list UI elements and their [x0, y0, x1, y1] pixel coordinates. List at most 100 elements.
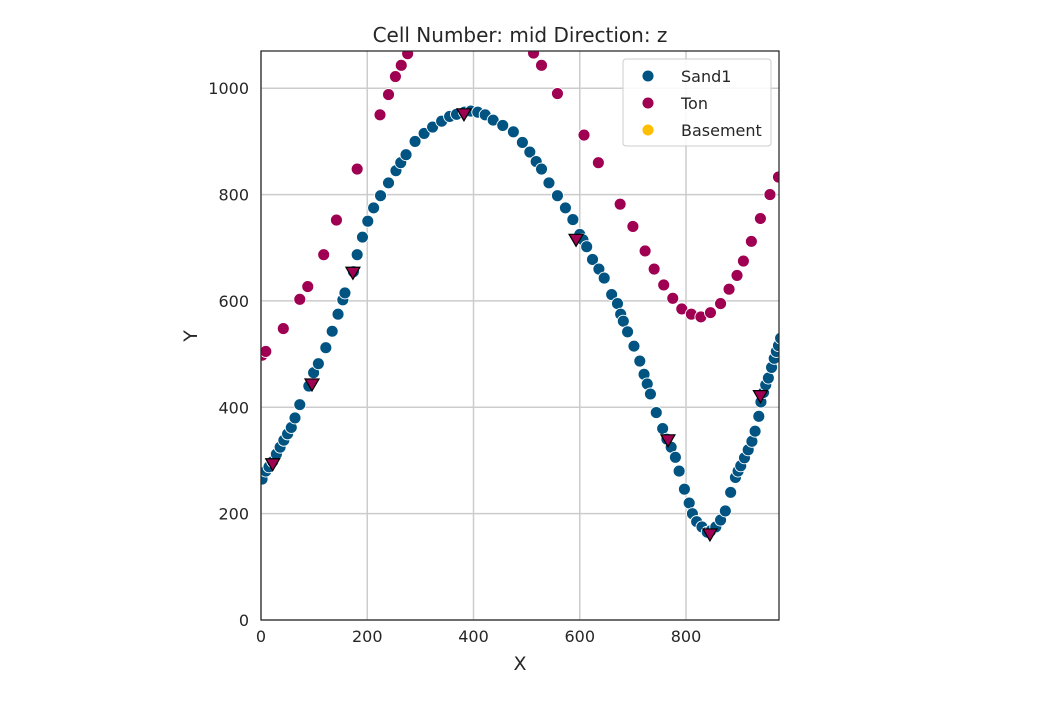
point-sand1: [633, 354, 647, 368]
point-ton: [373, 108, 387, 122]
data-points: [261, 51, 779, 543]
point-ton: [638, 244, 652, 258]
point-ton: [730, 268, 744, 282]
point-ton: [382, 88, 395, 102]
point-sand1: [672, 464, 686, 478]
point-ton: [551, 87, 564, 100]
y-tick-label: 800: [218, 186, 249, 205]
triangle-marker: [659, 434, 677, 448]
point-sand1: [586, 253, 599, 266]
legend-label-sand1: Sand1: [681, 67, 731, 86]
point-ton: [350, 162, 364, 176]
point-ton: [317, 248, 331, 262]
point-sand1: [774, 331, 779, 345]
point-sand1: [621, 325, 635, 339]
point-sand1: [643, 387, 657, 401]
point-sand1: [761, 371, 775, 385]
point-sand1: [325, 324, 339, 338]
y-tick-label: 600: [218, 292, 249, 311]
point-sand1: [724, 485, 738, 499]
point-sand1: [718, 504, 732, 518]
point-ton: [666, 291, 680, 305]
point-sand1: [338, 286, 352, 300]
point-sand1: [367, 201, 381, 215]
point-sand1: [580, 240, 594, 254]
point-sand1: [668, 450, 682, 464]
point-sand1: [399, 148, 413, 162]
point-ton: [613, 197, 627, 211]
y-tick-label: 1000: [208, 79, 249, 98]
y-tick-label: 0: [239, 611, 249, 630]
point-ton: [714, 297, 728, 311]
chart-title: Cell Number: mid Direction: z: [373, 23, 668, 47]
legend-label-ton: Ton: [680, 94, 708, 113]
plot-frame: [260, 50, 780, 621]
point-ton: [763, 188, 777, 202]
point-sand1: [293, 398, 307, 412]
triangle-marker: [455, 108, 472, 123]
point-sand1: [319, 341, 333, 355]
point-sand1: [288, 411, 302, 425]
point-sand1: [426, 120, 440, 134]
point-sand1: [566, 213, 580, 227]
point-sand1: [535, 162, 548, 176]
point-sand1: [361, 214, 375, 228]
triangle-marker: [568, 233, 585, 248]
point-ton: [394, 58, 408, 72]
point-ton: [293, 292, 307, 306]
point-sand1: [331, 307, 345, 321]
legend-frame: [622, 58, 772, 147]
triangle-marker: [752, 390, 769, 404]
legend: Sand1 Ton Basement: [622, 58, 772, 147]
point-sand1: [523, 145, 537, 159]
tick-labels: 0 200 400 600 800 0 200 400 600 800 1000: [208, 79, 701, 646]
point-sand1: [677, 482, 691, 496]
point-sand1: [515, 136, 529, 149]
x-tick-label: 0: [256, 627, 266, 646]
point-sand1: [627, 339, 641, 353]
x-tick-label: 200: [352, 627, 383, 646]
point-ton: [329, 213, 343, 227]
x-tick-label: 600: [564, 627, 595, 646]
point-ton: [527, 51, 540, 60]
point-ton: [722, 282, 736, 296]
point-sand1: [682, 496, 696, 510]
point-sand1: [374, 189, 387, 203]
point-ton: [591, 156, 605, 170]
y-tick-label: 400: [218, 398, 249, 417]
triangle-marker: [344, 266, 361, 281]
point-sand1: [356, 230, 369, 244]
point-sand1: [752, 409, 766, 423]
point-sand1: [649, 406, 663, 420]
point-sand1: [611, 297, 624, 311]
point-sand1: [311, 357, 325, 371]
point-ton: [301, 280, 315, 294]
triangle-marker: [264, 458, 281, 472]
point-sand1: [506, 125, 520, 139]
point-sand1: [551, 189, 564, 203]
point-ton: [577, 128, 591, 142]
point-sand1: [605, 288, 619, 302]
point-sand1: [597, 271, 611, 285]
point-ton: [388, 70, 402, 83]
legend-marker-sand1: [641, 69, 655, 83]
point-sand1: [382, 176, 395, 190]
point-sand1: [558, 201, 572, 215]
point-ton: [736, 254, 750, 268]
point-sand1: [542, 176, 556, 190]
point-sand1: [417, 126, 431, 140]
point-ton: [753, 212, 767, 225]
point-ton: [261, 345, 273, 358]
point-ton: [626, 220, 640, 233]
point-ton: [744, 234, 758, 248]
point-ton: [276, 322, 290, 336]
point-ton: [704, 306, 717, 320]
triangle-marker: [701, 528, 718, 543]
triangle-marker: [303, 378, 321, 393]
legend-marker-basement: [641, 123, 655, 137]
y-tick-label: 200: [218, 505, 249, 524]
point-sand1: [748, 424, 762, 438]
point-ton: [535, 58, 548, 72]
legend-label-basement: Basement: [681, 121, 762, 140]
